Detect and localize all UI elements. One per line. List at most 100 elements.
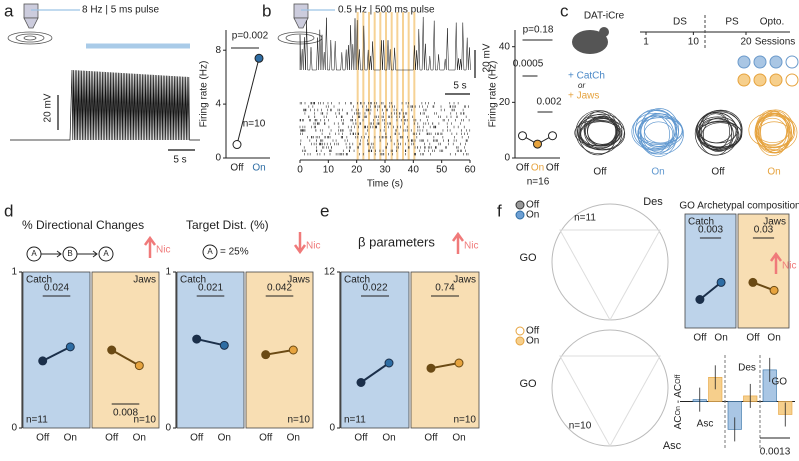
- chart-title: % Directional Changes: [22, 218, 144, 232]
- trajectory: [748, 112, 795, 148]
- x-tick-label: Off: [693, 333, 706, 344]
- mean-dot: [748, 277, 758, 287]
- nic-label: Nic: [464, 241, 478, 252]
- p-value: 0.021: [198, 283, 223, 294]
- trajectory: [579, 113, 625, 150]
- nic-label: Nic: [782, 261, 796, 272]
- axis-title-part: AC: [673, 415, 684, 429]
- group-background: [340, 271, 410, 429]
- x-tick-label: Off: [230, 163, 243, 174]
- sequence-arrow: [41, 250, 62, 258]
- mean-line: [196, 338, 225, 347]
- mean-line: [265, 349, 294, 356]
- x-tick-label: On: [382, 433, 395, 444]
- trajectory: [637, 113, 684, 155]
- group-label: Catch: [344, 275, 370, 286]
- y-tick-label: 0: [215, 153, 221, 164]
- microscope-icon: [7, 3, 323, 45]
- legend-marker: [515, 336, 525, 346]
- archetype-label: GO: [519, 252, 537, 264]
- trajectory: [575, 110, 623, 155]
- mean-line: [430, 362, 460, 370]
- trajectory: [631, 112, 679, 151]
- nic-arrow: [143, 235, 157, 258]
- group-label: Jaws: [453, 275, 476, 286]
- panel-label: d: [4, 201, 13, 220]
- stim-pulse: [402, 12, 404, 160]
- x-tick-label: 10: [323, 165, 335, 176]
- sequence-node-text: A: [31, 249, 37, 258]
- trajectory: [755, 114, 789, 146]
- n-label: n=10: [287, 415, 310, 426]
- axis-title: Firing rate (Hz): [488, 61, 499, 128]
- condition-label: Off: [593, 167, 606, 178]
- group-label: Catch: [180, 275, 206, 286]
- raster-row: [300, 139, 468, 142]
- mean-dot: [533, 139, 542, 149]
- group-background: [245, 271, 314, 429]
- archetype-triangle: [559, 229, 661, 322]
- y-tick-label: 0: [504, 153, 510, 164]
- stim-pulse: [385, 12, 387, 160]
- stim-label: 0.5 Hz | 500 ms pulse: [338, 5, 435, 16]
- category-label: Des: [738, 363, 756, 374]
- n-label: n=10: [243, 119, 266, 130]
- raster-row: [303, 108, 464, 112]
- x-tick-label: 60: [464, 165, 476, 176]
- raster-row: [308, 115, 467, 118]
- y-tick-label: 20: [499, 97, 511, 108]
- y-tick-label: 1: [11, 267, 17, 278]
- trajectory: [643, 121, 674, 147]
- group-label: Jaws: [133, 275, 156, 286]
- mean-dot: [716, 277, 726, 287]
- mean-dot: [134, 361, 144, 371]
- x-tick-label: 40: [408, 165, 420, 176]
- n-label: n=16: [527, 177, 550, 188]
- sequence-node-text: A: [103, 249, 109, 258]
- stim-pulse: [413, 12, 416, 160]
- archetype-triangle: [559, 355, 661, 448]
- group-background: [737, 213, 790, 329]
- p-value: p=0.18: [523, 25, 554, 36]
- mean-dot: [356, 378, 366, 387]
- mean-line: [111, 349, 140, 367]
- group-background: [684, 213, 737, 329]
- raster-row: [300, 129, 471, 132]
- mean-dot: [548, 131, 557, 141]
- p-value: 0.0013: [760, 447, 791, 458]
- panel-label: c: [560, 1, 569, 20]
- mean-dot: [384, 358, 394, 368]
- nic-arrow: [769, 251, 783, 274]
- x-tick-label: On: [767, 333, 780, 344]
- x-tick-label: Off: [746, 333, 759, 344]
- trajectory: [754, 115, 791, 143]
- mean-dot: [426, 363, 436, 373]
- mean-dot: [769, 285, 779, 295]
- x-tick-label: On: [252, 163, 265, 174]
- polar-frame: [551, 203, 669, 321]
- condition-label: On: [767, 167, 780, 178]
- stim-pulse: [362, 12, 365, 160]
- stim-pulse: [407, 12, 410, 160]
- x-tick-label: 50: [436, 165, 448, 176]
- raster-row: [302, 149, 466, 152]
- raster-row: [299, 125, 465, 129]
- legend-label: On: [526, 210, 539, 221]
- archetype-label: GO: [519, 378, 537, 390]
- p-value: 0.008: [113, 408, 138, 419]
- group-background: [410, 271, 480, 429]
- chart-title: β parameters: [358, 234, 435, 249]
- y-tick-label: 1: [165, 267, 171, 278]
- raster-row: [304, 112, 465, 115]
- group-label: + Jaws: [568, 91, 599, 102]
- trajectory: [757, 109, 794, 151]
- mean-dot: [695, 295, 705, 304]
- group-background: [176, 271, 245, 429]
- group-background: [91, 271, 160, 429]
- phase-label: DS: [673, 17, 687, 28]
- mean-line: [236, 58, 260, 145]
- mean-line: [699, 281, 722, 301]
- stim-pulse: [373, 12, 376, 160]
- group-label: Catch: [688, 217, 714, 228]
